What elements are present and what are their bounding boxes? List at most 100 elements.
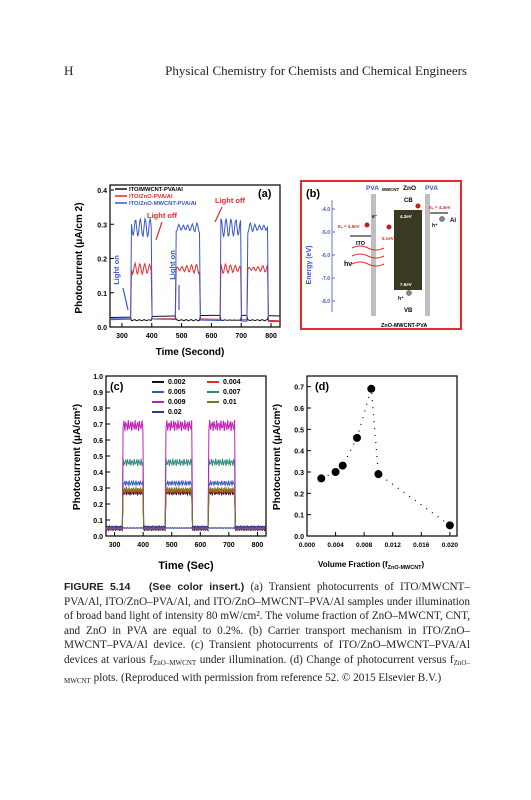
y-tick-label: 0.1 bbox=[93, 518, 103, 525]
y-tick-label: 0.2 bbox=[93, 502, 103, 509]
panel-d-xlabel: Volume Fraction (fZnO-MWCNT) bbox=[318, 560, 425, 571]
panel-c-xlabel: Time (Sec) bbox=[158, 560, 214, 572]
panel-d-frame bbox=[306, 375, 458, 537]
y-tick-label: 0.4 bbox=[93, 470, 103, 477]
data-point bbox=[338, 461, 347, 470]
hole-label: h⁺ bbox=[398, 296, 404, 302]
y-tick-label: 0.3 bbox=[97, 222, 107, 229]
pva-right-label: PVA bbox=[425, 185, 438, 192]
hole-dot bbox=[439, 216, 445, 222]
x-tick-label: 0.004 bbox=[327, 542, 344, 549]
panel-a-xlabel: Time (Second) bbox=[156, 347, 225, 358]
photon-waves bbox=[351, 245, 385, 267]
electron-label: e⁻ bbox=[372, 214, 378, 220]
pva-left-label: PVA bbox=[366, 185, 379, 192]
gap-label: 7.6eV bbox=[400, 282, 412, 287]
x-tick-label: 500 bbox=[176, 333, 188, 340]
series-line bbox=[105, 524, 266, 530]
hole-label: h⁺ bbox=[432, 223, 438, 229]
y-tick-label: 0.2 bbox=[294, 491, 304, 498]
cb-label: CB bbox=[404, 198, 413, 204]
panel-a: 0.0 0.1 0.2 0.3 0.4 300 400 500 600 700 800 Photo… bbox=[74, 184, 281, 358]
data-point bbox=[445, 521, 454, 530]
zno-label: ZnO bbox=[403, 185, 416, 192]
x-tick-label: 700 bbox=[223, 542, 235, 549]
data-point bbox=[353, 433, 361, 442]
series-line bbox=[105, 488, 266, 532]
y-tick-label: 0.2 bbox=[97, 257, 107, 264]
vb-label: VB bbox=[404, 308, 413, 314]
panel-a-ylabel: Photocurrent (μA/cm 2) bbox=[74, 202, 85, 313]
ito-work-function: Eₑ = 4.8eV bbox=[338, 224, 360, 229]
panel-a-label: (a) bbox=[258, 188, 272, 200]
y-tick-label: 0.5 bbox=[294, 427, 304, 434]
y-tick-label: 0.3 bbox=[294, 470, 304, 477]
caption-text: plots. (Reproduced with permission from … bbox=[90, 671, 442, 684]
page-letter: H bbox=[64, 63, 74, 78]
gap-label: 5.1eV bbox=[382, 236, 394, 241]
panel-c-legend: 0.002 0.004 0.005 0.007 0.009 0.01 0.02 bbox=[152, 379, 241, 416]
x-tick-label: 0.008 bbox=[356, 542, 373, 549]
x-tick-label: 700 bbox=[235, 333, 247, 340]
x-tick-label: 0.012 bbox=[385, 542, 402, 549]
series-line bbox=[109, 261, 280, 322]
y-tick-label: 0.6 bbox=[93, 438, 103, 445]
photon-label: hν bbox=[344, 261, 352, 268]
y-tick-label: 0.6 bbox=[294, 406, 304, 413]
y-tick-label: -7.0 bbox=[321, 276, 330, 282]
y-tick-label: -8.0 bbox=[321, 299, 330, 305]
legend-label: 0.009 bbox=[168, 399, 186, 406]
panel-b-label: (b) bbox=[306, 188, 320, 200]
y-tick-label: 0.8 bbox=[93, 406, 103, 413]
data-point bbox=[367, 384, 376, 393]
panel-d-label: (d) bbox=[315, 381, 329, 393]
electron-dot bbox=[364, 222, 370, 228]
legend-label: ITO/MWCNT-PVA/Al bbox=[129, 187, 183, 193]
panel-c-ylabel: Photocurrent (μA/cm²) bbox=[72, 404, 83, 510]
x-tick-label: 0.020 bbox=[442, 542, 459, 549]
y-tick-label: 0.0 bbox=[93, 534, 103, 541]
figure-number: FIGURE 5.14 bbox=[64, 581, 131, 593]
caption-subscript: ZnO–MWCNT bbox=[64, 658, 470, 685]
pva-right-bar bbox=[425, 194, 430, 316]
panel-b-ylabel: Energy (eV) bbox=[306, 246, 313, 285]
panel-c: 0.0 0.1 0.2 0.3 0.4 0.5 0.6 0.7 0.8 0.9 1.0 300 400… bbox=[72, 374, 267, 572]
al-work-function: Eₑ = 4.3eV bbox=[429, 205, 451, 210]
caption-subscript: ZnO–MWCNT bbox=[152, 658, 197, 667]
zno-band-block bbox=[394, 210, 422, 290]
legend-label: 0.002 bbox=[168, 379, 186, 386]
x-tick-label: 400 bbox=[137, 542, 149, 549]
pva-left-bar bbox=[371, 194, 376, 316]
x-tick-label: 0.016 bbox=[413, 542, 430, 549]
annotation-light-on: Light on bbox=[112, 255, 121, 285]
running-title: Physical Chemistry for Chemists and Chem… bbox=[165, 63, 467, 78]
x-tick-label: 600 bbox=[194, 542, 206, 549]
legend-label: 0.02 bbox=[168, 409, 182, 416]
x-tick-label: 400 bbox=[146, 333, 158, 340]
legend-label: ITO/ZnO-PVA/Al bbox=[129, 194, 173, 200]
x-tick-label: 300 bbox=[109, 542, 121, 549]
x-tick-label: 600 bbox=[206, 333, 218, 340]
data-point bbox=[331, 468, 340, 476]
trend-line bbox=[321, 388, 451, 526]
series-line bbox=[110, 314, 280, 322]
arrow bbox=[155, 221, 163, 241]
y-tick-label: 0.7 bbox=[294, 385, 304, 392]
color-insert-note: (See color insert.) bbox=[148, 581, 245, 593]
x-tick-label: 300 bbox=[116, 333, 128, 340]
y-tick-label: 0.1 bbox=[294, 513, 304, 520]
data-point bbox=[317, 474, 326, 483]
figure-caption: FIGURE 5.14 (See color insert.) (a) Tran… bbox=[64, 580, 470, 688]
ito-label: ITO bbox=[356, 241, 366, 247]
panel-a-frame bbox=[109, 184, 281, 328]
annotation-light-off: Light off bbox=[147, 211, 177, 220]
x-tick-label: 0.000 bbox=[299, 542, 316, 549]
legend-label: ITO/ZnO-MWCNT-PVA/Al bbox=[129, 201, 197, 207]
series-line bbox=[105, 487, 266, 531]
y-tick-label: 0.9 bbox=[93, 390, 103, 397]
legend-label: 0.007 bbox=[223, 389, 241, 396]
legend-label: 0.005 bbox=[168, 389, 186, 396]
legend-label: 0.004 bbox=[223, 379, 241, 386]
series-line bbox=[105, 479, 266, 531]
y-tick-label: 0.4 bbox=[97, 188, 107, 195]
